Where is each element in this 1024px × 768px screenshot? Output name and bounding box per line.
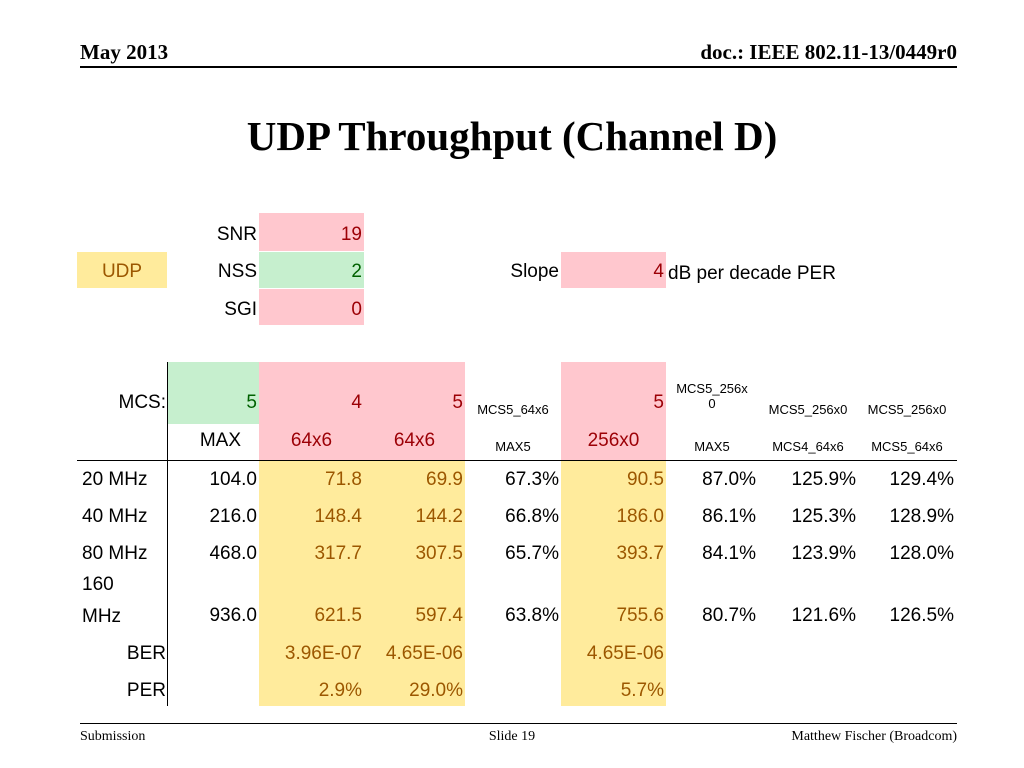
table-cell: 128.9% <box>889 506 954 527</box>
table-cell: 63.8% <box>505 605 559 626</box>
table-cell: 121.6% <box>791 605 856 626</box>
row-label-line1: 160 <box>82 574 114 595</box>
nss-value: 2 <box>259 252 364 288</box>
row-label: 80 MHz <box>82 543 148 564</box>
table-cell: 468.0 <box>209 543 257 564</box>
table-cell: 4.65E-06 <box>586 643 664 664</box>
table-cell: 86.1% <box>702 506 756 527</box>
table-cell: 393.7 <box>616 543 664 564</box>
table-cell: 186.0 <box>616 506 664 527</box>
mcs-value: 5 <box>653 392 664 413</box>
row-label: BER <box>126 643 166 664</box>
subheader-ratio: MAX5 <box>495 439 531 454</box>
table-cell: 936.0 <box>209 605 257 626</box>
table-cell: 65.7% <box>505 543 559 564</box>
footer-slide-number: Slide 19 <box>488 729 536 744</box>
table-cell: 128.0% <box>889 543 954 564</box>
table-cell: 2.9% <box>318 680 362 701</box>
table-cell: 29.0% <box>409 680 463 701</box>
table-cell: 123.9% <box>791 543 856 564</box>
sgi-value: 0 <box>259 289 364 325</box>
pink-block-256x0 <box>561 362 666 460</box>
table-cell: 104.0 <box>209 469 257 490</box>
mcs-label: MCS: <box>118 392 167 413</box>
table-cell: 90.5 <box>627 469 664 490</box>
row-label-line2: MHz <box>82 606 122 627</box>
table-cell: 755.6 <box>616 605 664 626</box>
subheader-ratio: MCS5_64x6 <box>871 439 943 454</box>
header-doc-id: doc.: IEEE 802.11-13/0449r0 <box>700 40 957 64</box>
mcs-value: 5 <box>452 392 463 413</box>
table-cell: 3.96E-07 <box>284 643 362 664</box>
sgi-label: SGI <box>224 299 257 320</box>
table-cell: 69.9 <box>426 469 463 490</box>
mcs-header-ratio: MCS5_256x0 <box>768 402 848 417</box>
table-cell: 87.0% <box>702 469 756 490</box>
table-cell: 129.4% <box>889 469 954 490</box>
udp-badge: UDP <box>77 252 167 288</box>
subheader-max: MAX <box>199 430 241 451</box>
yellow-block-256x0 <box>561 460 666 706</box>
snr-value: 19 <box>259 213 364 251</box>
subheader-qam: 64x6 <box>393 430 436 451</box>
mcs-header-ratio: MCS5_64x6 <box>477 402 549 417</box>
table-cell: 125.3% <box>791 506 856 527</box>
table-cell: 621.5 <box>314 605 362 626</box>
table-cell: 597.4 <box>415 605 463 626</box>
table-cell: 144.2 <box>415 506 463 527</box>
snr-label: SNR <box>216 224 257 245</box>
table-divider <box>77 460 957 461</box>
subheader-qam: 256x0 <box>587 430 640 451</box>
footer-rule <box>80 723 957 724</box>
table-cell: 67.3% <box>505 469 559 490</box>
mcs-value: 5 <box>246 392 257 413</box>
table-cell: 126.5% <box>889 605 954 626</box>
table-cell: 307.5 <box>415 543 463 564</box>
table-cell: 216.0 <box>209 506 257 527</box>
slide-title: UDP Throughput (Channel D) <box>246 113 778 159</box>
table-cell: 66.8% <box>505 506 559 527</box>
table-cell: 80.7% <box>702 605 756 626</box>
pink-block-64x6 <box>259 362 465 460</box>
slope-label: Slope <box>510 261 559 282</box>
header-rule <box>80 66 957 68</box>
table-cell: 5.7% <box>620 680 664 701</box>
table-cell: 71.8 <box>325 469 362 490</box>
row-label: 40 MHz <box>82 506 148 527</box>
row-label: 20 MHz <box>82 469 148 490</box>
table-cell: 84.1% <box>702 543 756 564</box>
subheader-ratio: MCS4_64x6 <box>772 439 844 454</box>
mcs-value: 4 <box>351 392 362 413</box>
mcs-header-ratio: MCS5_256x0 <box>676 381 748 411</box>
table-cell: 4.65E-06 <box>385 643 463 664</box>
nss-label: NSS <box>217 261 257 282</box>
subheader-qam: 64x6 <box>290 430 333 451</box>
table-cell: 125.9% <box>791 469 856 490</box>
subheader-ratio: MAX5 <box>694 439 730 454</box>
table-cell: 317.7 <box>314 543 362 564</box>
mcs-header-ratio: MCS5_256x0 <box>867 402 947 417</box>
row-label: PER <box>126 680 166 701</box>
table-divider <box>167 362 168 706</box>
mcs-cell-fill <box>168 362 259 424</box>
slope-unit: dB per decade PER <box>668 263 836 284</box>
footer-author: Matthew Fischer (Broadcom) <box>791 729 957 744</box>
footer-submission: Submission <box>80 729 146 744</box>
yellow-block-64x6 <box>259 460 465 706</box>
table-cell: 148.4 <box>314 506 362 527</box>
header-date: May 2013 <box>80 40 169 64</box>
slope-value: 4 <box>561 252 666 288</box>
